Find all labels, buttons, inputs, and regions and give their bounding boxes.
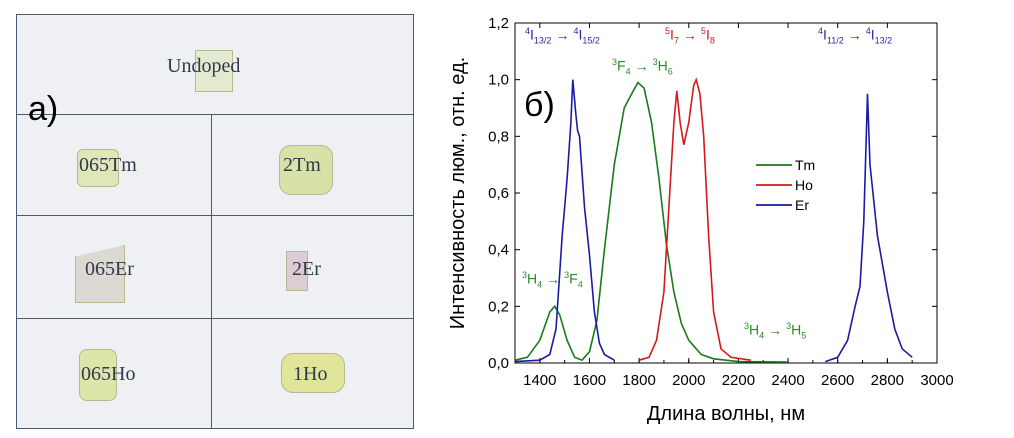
grid-line [17,215,413,216]
series-line-ho [638,77,751,361]
grid-line [17,318,413,319]
sample-label: 1Ho [293,363,328,385]
arrow-icon: → [847,26,862,43]
sample-chip [77,149,119,187]
term-sup2: 3 [652,57,658,67]
term-sup1: 3 [744,321,750,331]
y-tick-label: 0,2 [488,298,509,315]
x-axis-label: Длина волны, нм [647,403,805,425]
transition-label-ho: 5I7 → 5I8 [665,26,715,45]
x-tick-label: 2000 [672,372,705,389]
grid-line [17,114,413,115]
arrow-icon: → [546,270,561,287]
y-tick-label: 0,8 [488,128,509,145]
sample-label: 2Tm [283,154,321,176]
x-tick-label: 2800 [871,372,904,389]
term-sub2: 13/2 [874,35,893,46]
x-tick-label: 1800 [622,372,655,389]
sample-photo: Undoped 065Tm 2Tm 065Er 2Er 065Ho 1Ho a) [0,0,440,438]
y-tick-label: 1,2 [488,15,509,32]
transition-label-er2: 4I11/2 → 4I13/2 [818,26,892,45]
x-tick-label: 1400 [523,372,556,389]
sample-chip [286,251,308,291]
term-sub2: 15/2 [582,35,600,46]
term-base1: H [749,321,760,338]
term-sup2: 4 [865,26,871,36]
term-sup1: 3 [522,270,528,280]
term-base1: I [530,26,534,43]
term-sub1: 11/2 [826,35,844,46]
sample-chip [79,349,117,401]
y-tick-label: 0,4 [488,242,509,259]
panel-label-b: б) [524,86,555,124]
x-tick-label: 2400 [771,372,804,389]
x-tick-label: 1600 [573,372,606,389]
sample-label: 065Tm [79,154,137,176]
term-sub1: 4 [759,330,765,341]
sample-chip [279,145,333,195]
term-sup2: 4 [573,26,579,36]
sample-label: 065Er [85,258,134,280]
term-base1: I [670,26,674,43]
y-tick-label: 1,0 [488,72,509,89]
sample-chip [281,353,345,393]
x-tick-label: 3000 [920,372,953,389]
term-sub1: 13/2 [533,35,552,46]
sample-label: 065Ho [81,363,136,385]
term-base2: H [657,57,668,74]
sample-label: Undoped [167,55,241,77]
term-base1: H [527,270,538,287]
term-sup2: 3 [564,270,570,280]
sample-label: 2Er [292,258,321,280]
term-sub2: 8 [709,35,715,46]
term-sub2: 5 [801,330,807,341]
term-sup1: 5 [665,26,671,36]
arrow-icon: → [555,26,570,43]
series-line-er [514,79,913,363]
term-base2: I [870,26,875,43]
arrow-icon: → [634,57,649,74]
term-base1: F [617,57,626,74]
x-tick-label: 2600 [821,372,854,389]
y-axis-label: Интенсивность люм., отн. ед. [447,57,469,329]
term-sub1: 4 [625,66,631,77]
y-tick-label: 0,0 [488,355,509,372]
series-line-tm [514,81,789,363]
legend-label-er: Er [795,197,809,213]
term-sub2: 4 [577,279,583,290]
term-base1: I [823,26,827,43]
transition-label-tm3: 3H4 → 3H5 [744,321,806,340]
arrow-icon: → [682,26,697,43]
term-base2: F [569,270,578,287]
term-sub1: 7 [673,35,679,46]
legend-label-ho: Ho [795,177,813,193]
transition-label-tm2: 3H4 → 3F4 [522,270,583,289]
term-base2: I [705,26,710,43]
term-sup2: 5 [700,26,706,36]
x-tick-label: 2200 [722,372,755,389]
transition-label-tm1: 3F4 → 3H6 [612,57,673,76]
arrow-icon: → [768,321,783,338]
sample-sheet: Undoped 065Tm 2Tm 065Er 2Er 065Ho 1Ho [16,14,414,429]
term-sub2: 6 [667,66,673,77]
term-sup1: 4 [818,26,824,36]
sample-chip [195,50,233,92]
term-sup2: 3 [786,321,792,331]
panel-label-a: a) [28,90,59,128]
transition-label-er1: 4I13/2 → 4I15/2 [525,26,600,45]
term-sub1: 4 [537,279,543,290]
term-sup1: 3 [612,57,618,67]
y-tick-label: 0,6 [488,185,509,202]
term-base2: I [578,26,583,43]
grid-line [211,114,212,428]
legend-label-tm: Tm [795,157,815,173]
term-sup1: 4 [525,26,531,36]
term-base2: H [791,321,802,338]
